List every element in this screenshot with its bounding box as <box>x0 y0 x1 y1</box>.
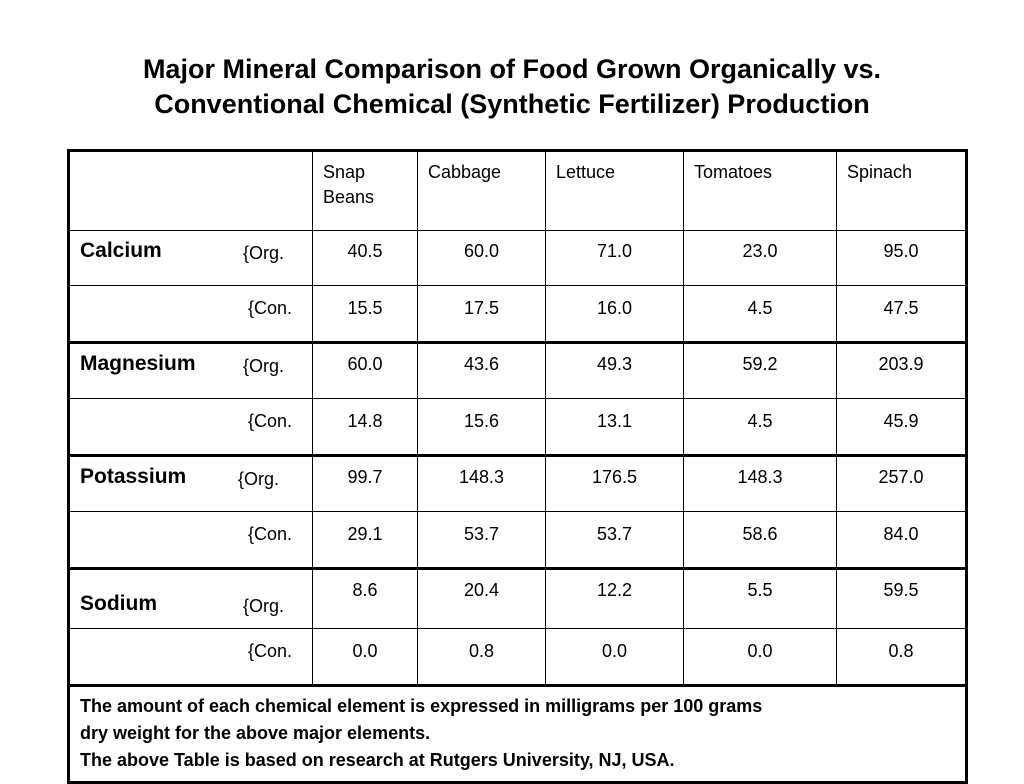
table-cell: 8.6 <box>312 568 418 629</box>
column-header-tomatoes: Tomatoes <box>683 150 837 231</box>
table-cell: 5.5 <box>683 568 837 629</box>
table-cell: 15.6 <box>417 398 546 457</box>
org-label: {Org. <box>243 596 285 616</box>
table-cell: 71.0 <box>545 230 684 286</box>
footnote-line-1: The amount of each chemical element is e… <box>80 696 763 716</box>
table-cell: 59.5 <box>836 568 967 629</box>
footnote-line-3: The above Table is based on research at … <box>80 750 675 770</box>
footnote-line-2: dry weight for the above major elements. <box>80 723 431 743</box>
table-cell: 12.2 <box>545 568 684 629</box>
table-row: Sodium {Org. 8.6 20.4 12.2 5.5 59.5 <box>68 568 967 629</box>
table-row: {Con. 15.5 17.5 16.0 4.5 47.5 <box>68 285 967 344</box>
title-line-1: Major Mineral Comparison of Food Grown O… <box>142 54 882 84</box>
table-header-row: Snap Beans Cabbage Lettuce Tomatoes Spin… <box>68 150 967 231</box>
table-cell: 23.0 <box>683 230 837 286</box>
table-row: {Con. 0.0 0.8 0.0 0.0 0.8 <box>68 628 967 687</box>
row-label-cell: {Con. <box>68 628 313 687</box>
table-cell: 84.0 <box>836 511 967 570</box>
mineral-name-calcium: Calcium <box>80 239 162 262</box>
table-footnote-row: The amount of each chemical element is e… <box>68 685 967 783</box>
table-cell: 148.3 <box>417 455 546 512</box>
table-cell: 257.0 <box>836 455 967 512</box>
column-header-lettuce: Lettuce <box>545 150 684 231</box>
table-cell: 148.3 <box>683 455 837 512</box>
mineral-name-sodium: Sodium <box>80 592 157 615</box>
table-cell: 47.5 <box>836 285 967 344</box>
table-cell: 20.4 <box>417 568 546 629</box>
page-title: Major Mineral Comparison of Food Grown O… <box>0 52 1024 122</box>
table-cell: 43.6 <box>417 342 546 399</box>
column-header-cabbage: Cabbage <box>417 150 546 231</box>
org-label: {Org. <box>238 469 280 489</box>
row-label-cell: Sodium {Org. <box>68 568 313 629</box>
row-label-cell: Calcium {Org. <box>68 230 313 286</box>
con-label: {Con. <box>248 411 293 431</box>
table-cell: 17.5 <box>417 285 546 344</box>
table-cell: 53.7 <box>545 511 684 570</box>
table-cell: 13.1 <box>545 398 684 457</box>
table-cell: 14.8 <box>312 398 418 457</box>
org-label: {Org. <box>243 356 285 376</box>
table-cell: 0.8 <box>836 628 967 687</box>
row-label-cell: Magnesium {Org. <box>68 342 313 399</box>
table-cell: 95.0 <box>836 230 967 286</box>
row-label-cell: {Con. <box>68 398 313 457</box>
header-empty-cell <box>68 150 313 231</box>
table-cell: 176.5 <box>545 455 684 512</box>
table-cell: 60.0 <box>417 230 546 286</box>
row-label-cell: {Con. <box>68 511 313 570</box>
table-cell: 53.7 <box>417 511 546 570</box>
column-header-snap-beans: Snap Beans <box>312 150 418 231</box>
mineral-name-magnesium: Magnesium <box>80 352 196 375</box>
table-footnote: The amount of each chemical element is e… <box>68 685 967 783</box>
table-cell: 49.3 <box>545 342 684 399</box>
table-cell: 4.5 <box>683 285 837 344</box>
table-cell: 0.0 <box>683 628 837 687</box>
con-label: {Con. <box>248 298 293 318</box>
table-cell: 99.7 <box>312 455 418 512</box>
table-cell: 58.6 <box>683 511 837 570</box>
table-cell: 60.0 <box>312 342 418 399</box>
org-label: {Org. <box>243 243 285 263</box>
row-label-cell: Potassium {Org. <box>68 455 313 512</box>
table-cell: 4.5 <box>683 398 837 457</box>
table-cell: 45.9 <box>836 398 967 457</box>
title-line-2: Conventional Chemical (Synthetic Fertili… <box>154 89 870 119</box>
mineral-name-potassium: Potassium <box>80 465 187 488</box>
con-label: {Con. <box>248 524 293 544</box>
table-cell: 203.9 <box>836 342 967 399</box>
table-row: Potassium {Org. 99.7 148.3 176.5 148.3 2… <box>68 455 967 512</box>
table-cell: 15.5 <box>312 285 418 344</box>
table-cell: 16.0 <box>545 285 684 344</box>
table-row: Magnesium {Org. 60.0 43.6 49.3 59.2 203.… <box>68 342 967 399</box>
table-cell: 0.0 <box>545 628 684 687</box>
table-row: {Con. 29.1 53.7 53.7 58.6 84.0 <box>68 511 967 570</box>
table-cell: 0.8 <box>417 628 546 687</box>
row-label-cell: {Con. <box>68 285 313 344</box>
mineral-comparison-table: Snap Beans Cabbage Lettuce Tomatoes Spin… <box>67 149 968 784</box>
table-cell: 29.1 <box>312 511 418 570</box>
table-cell: 59.2 <box>683 342 837 399</box>
column-header-spinach: Spinach <box>836 150 967 231</box>
table-cell: 0.0 <box>312 628 418 687</box>
table-cell: 40.5 <box>312 230 418 286</box>
con-label: {Con. <box>248 641 293 661</box>
table-row: {Con. 14.8 15.6 13.1 4.5 45.9 <box>68 398 967 457</box>
table-row: Calcium {Org. 40.5 60.0 71.0 23.0 95.0 <box>68 230 967 286</box>
